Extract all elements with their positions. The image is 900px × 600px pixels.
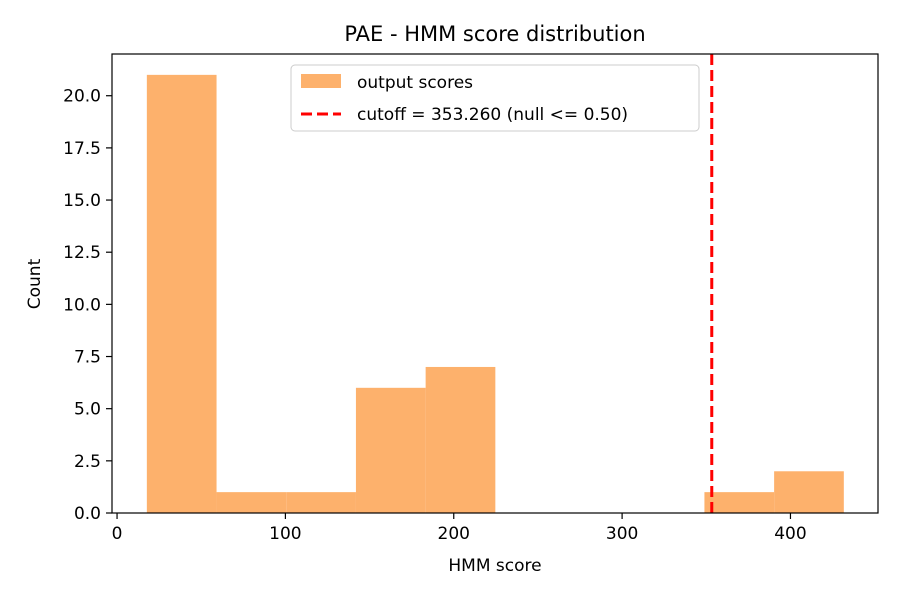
x-tick-label: 300 <box>606 524 638 544</box>
histogram-bar-2 <box>286 492 356 513</box>
histogram-bar-9 <box>774 471 844 513</box>
x-tick-label: 400 <box>774 524 806 544</box>
y-tick-label: 2.5 <box>74 452 101 472</box>
x-axis-label: HMM score <box>448 556 541 576</box>
plot-frame <box>111 53 879 514</box>
chart-title: PAE - HMM score distribution <box>344 22 645 46</box>
y-tick-label: 0.0 <box>74 504 101 524</box>
x-tick-label: 0 <box>112 524 123 544</box>
histogram-bar-8 <box>704 492 775 513</box>
legend-label-cutoff: cutoff = 353.260 (null <= 0.50) <box>357 105 628 125</box>
histogram-bar-3 <box>355 387 426 513</box>
x-tick-label: 100 <box>269 524 301 544</box>
histogram-bar-4 <box>425 366 496 513</box>
x-axis-ticks: 0 100 200 300 400 <box>112 513 807 544</box>
x-tick-label: 200 <box>438 524 470 544</box>
y-tick-label: 7.5 <box>74 348 101 368</box>
legend-box <box>290 64 700 132</box>
legend-label-output-scores: output scores <box>357 73 473 93</box>
legend-swatch-output-scores <box>301 74 341 88</box>
legend: output scores cutoff = 353.260 (null <= … <box>290 64 700 132</box>
histogram-bar-1 <box>216 492 287 513</box>
y-tick-label: 15.0 <box>63 191 101 211</box>
y-tick-label: 10.0 <box>63 295 101 315</box>
y-tick-label: 17.5 <box>63 139 101 159</box>
bars-layer <box>146 74 844 513</box>
y-axis-label: Count <box>25 258 45 309</box>
y-tick-label: 12.5 <box>63 243 101 263</box>
y-axis-ticks: 0.0 2.5 5.0 7.5 10.0 12.5 15.0 17.5 20.0 <box>63 87 112 524</box>
y-tick-label: 20.0 <box>63 87 101 107</box>
histogram-bar-0 <box>146 74 217 513</box>
y-tick-label: 5.0 <box>74 400 101 420</box>
